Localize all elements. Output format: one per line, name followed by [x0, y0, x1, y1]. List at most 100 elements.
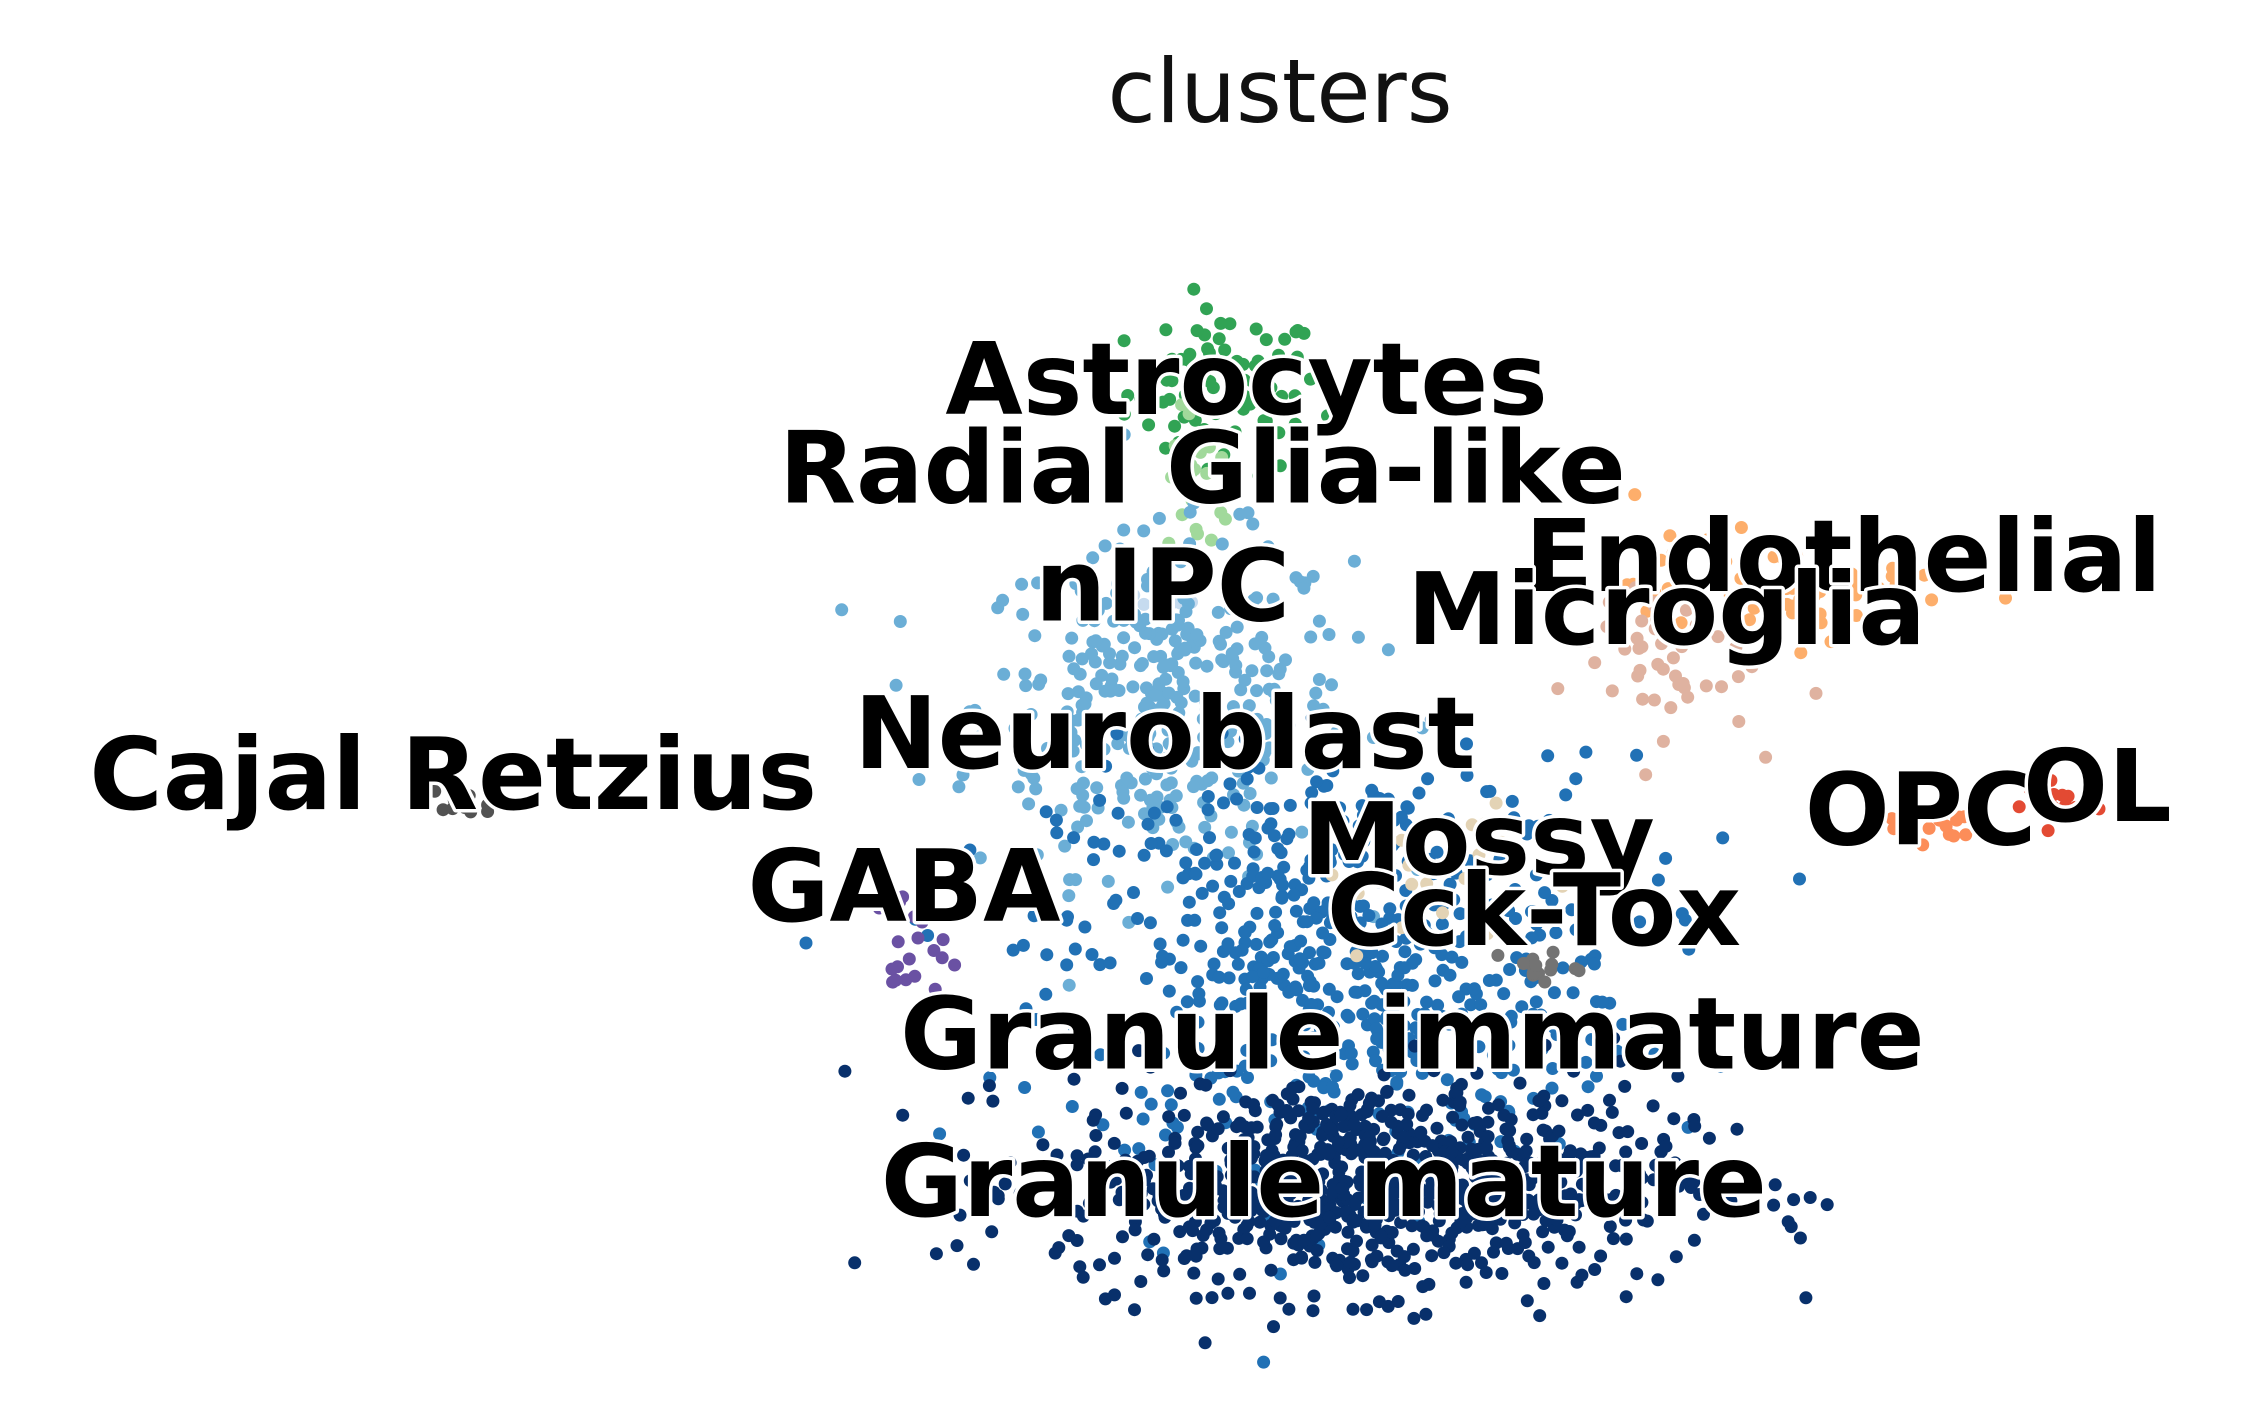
point-mossy — [1402, 858, 1416, 872]
point-microglia — [1676, 677, 1690, 690]
point-granule-immature — [1383, 1024, 1397, 1038]
series-granule-immature — [799, 711, 1806, 1369]
point-microglia — [1734, 598, 1747, 612]
point-neuroblast — [1187, 496, 1201, 510]
label-granule-immature: Granule immature — [900, 976, 1924, 1093]
point-granule-immature — [1161, 1084, 1175, 1098]
point-granule-mature — [987, 1185, 1001, 1199]
point-neuroblast — [1222, 846, 1235, 860]
point-granule-mature — [1361, 1137, 1375, 1151]
point-neuroblast — [1264, 771, 1278, 785]
point-gaba — [891, 935, 905, 949]
point-cajal-retzius — [418, 795, 431, 809]
point-granule-mature — [1109, 1172, 1123, 1186]
point-granule-mature — [1302, 1111, 1316, 1125]
point-granule-mature — [1108, 1251, 1121, 1265]
point-granule-mature — [1189, 1152, 1202, 1166]
point-granule-immature — [1324, 1058, 1338, 1072]
point-granule-immature — [1268, 919, 1282, 932]
point-endothelial — [1831, 596, 1845, 610]
point-neuroblast — [1190, 747, 1204, 761]
point-neuroblast — [1141, 579, 1154, 593]
point-microglia — [1656, 734, 1670, 748]
point-granule-immature — [1247, 845, 1261, 859]
point-astrocytes — [1228, 425, 1242, 439]
point-granule-mature — [1477, 1172, 1491, 1186]
point-neuroblast — [1121, 815, 1135, 829]
point-granule-immature — [1190, 843, 1203, 856]
point-granule-immature — [1212, 1092, 1226, 1106]
point-granule-mature — [1423, 1157, 1437, 1171]
point-granule-mature — [1730, 1122, 1744, 1136]
point-microglia — [1647, 599, 1661, 613]
point-endothelial — [1999, 591, 2012, 605]
point-granule-mature — [1559, 1190, 1573, 1204]
point-granule-immature — [1394, 810, 1408, 824]
point-granule-mature — [1449, 1256, 1463, 1270]
point-granule-mature — [1298, 1032, 1312, 1046]
point-gaba — [907, 910, 921, 924]
point-granule-mature — [1687, 1175, 1701, 1189]
point-granule-mature — [1348, 1198, 1362, 1211]
point-granule-immature — [1504, 1009, 1518, 1023]
point-granule-immature — [1305, 711, 1319, 725]
point-ol — [2059, 799, 2072, 813]
point-neuroblast — [1178, 643, 1192, 657]
point-astrocytes — [1212, 361, 1226, 375]
point-granule-immature — [1169, 813, 1183, 827]
point-endothelial — [1689, 586, 1703, 600]
point-microglia — [1605, 684, 1619, 698]
point-granule-mature — [1067, 1072, 1081, 1086]
point-granule-immature — [1375, 976, 1389, 990]
point-granule-immature — [1263, 935, 1277, 949]
point-granule-immature — [1261, 866, 1275, 880]
point-granule-immature — [1049, 813, 1063, 827]
point-neuroblast — [1174, 555, 1188, 569]
point-granule-mature — [1582, 1184, 1596, 1198]
point-granule-immature — [1547, 1020, 1561, 1034]
point-granule-mature — [1344, 1255, 1358, 1269]
point-endothelial — [1790, 549, 1804, 563]
point-granule-immature — [1085, 948, 1099, 961]
point-granule-immature — [1452, 990, 1466, 1004]
point-granule-immature — [1283, 798, 1297, 812]
point-neuroblast — [1310, 831, 1324, 845]
point-granule-mature — [1724, 1194, 1738, 1208]
point-granule-mature — [1157, 1159, 1171, 1173]
point-granule-mature — [1482, 1216, 1496, 1230]
point-granule-immature — [1326, 1080, 1339, 1094]
point-granule-immature — [1529, 868, 1543, 882]
point-neuroblast — [1224, 825, 1238, 839]
point-astrocytes — [1160, 373, 1174, 387]
point-granule-immature — [1040, 948, 1054, 962]
point-neuroblast — [1147, 650, 1161, 664]
point-microglia — [1616, 617, 1630, 631]
point-granule-immature — [1328, 898, 1342, 912]
point-granule-mature — [1248, 1104, 1262, 1118]
point-microglia — [1581, 634, 1595, 648]
point-granule-mature — [1499, 1167, 1513, 1181]
point-granule-mature — [1671, 1069, 1685, 1083]
point-granule-immature — [1067, 831, 1081, 845]
point-neuroblast — [1116, 556, 1130, 570]
point-endothelial — [1888, 606, 1902, 620]
point-granule-mature — [1273, 1203, 1287, 1216]
point-neuroblast — [1122, 578, 1136, 592]
point-granule-mature — [1419, 1307, 1433, 1321]
series-cck-tox — [1491, 945, 1586, 989]
point-neuroblast — [1169, 613, 1183, 627]
point-granule-immature — [1435, 1009, 1449, 1023]
point-granule-immature — [1359, 957, 1372, 970]
point-granule-immature — [1241, 760, 1255, 774]
point-granule-immature — [1460, 737, 1473, 751]
point-neuroblast — [1238, 673, 1252, 687]
point-microglia — [1666, 651, 1680, 665]
point-granule-mature — [1347, 1117, 1361, 1131]
point-granule-immature — [1323, 855, 1337, 869]
point-granule-mature — [1452, 1178, 1466, 1192]
point-neuroblast — [1125, 734, 1139, 748]
point-granule-mature — [1669, 1250, 1683, 1264]
point-granule-immature — [1362, 814, 1376, 828]
point-endothelial — [1792, 605, 1806, 619]
point-granule-immature — [1549, 926, 1563, 940]
